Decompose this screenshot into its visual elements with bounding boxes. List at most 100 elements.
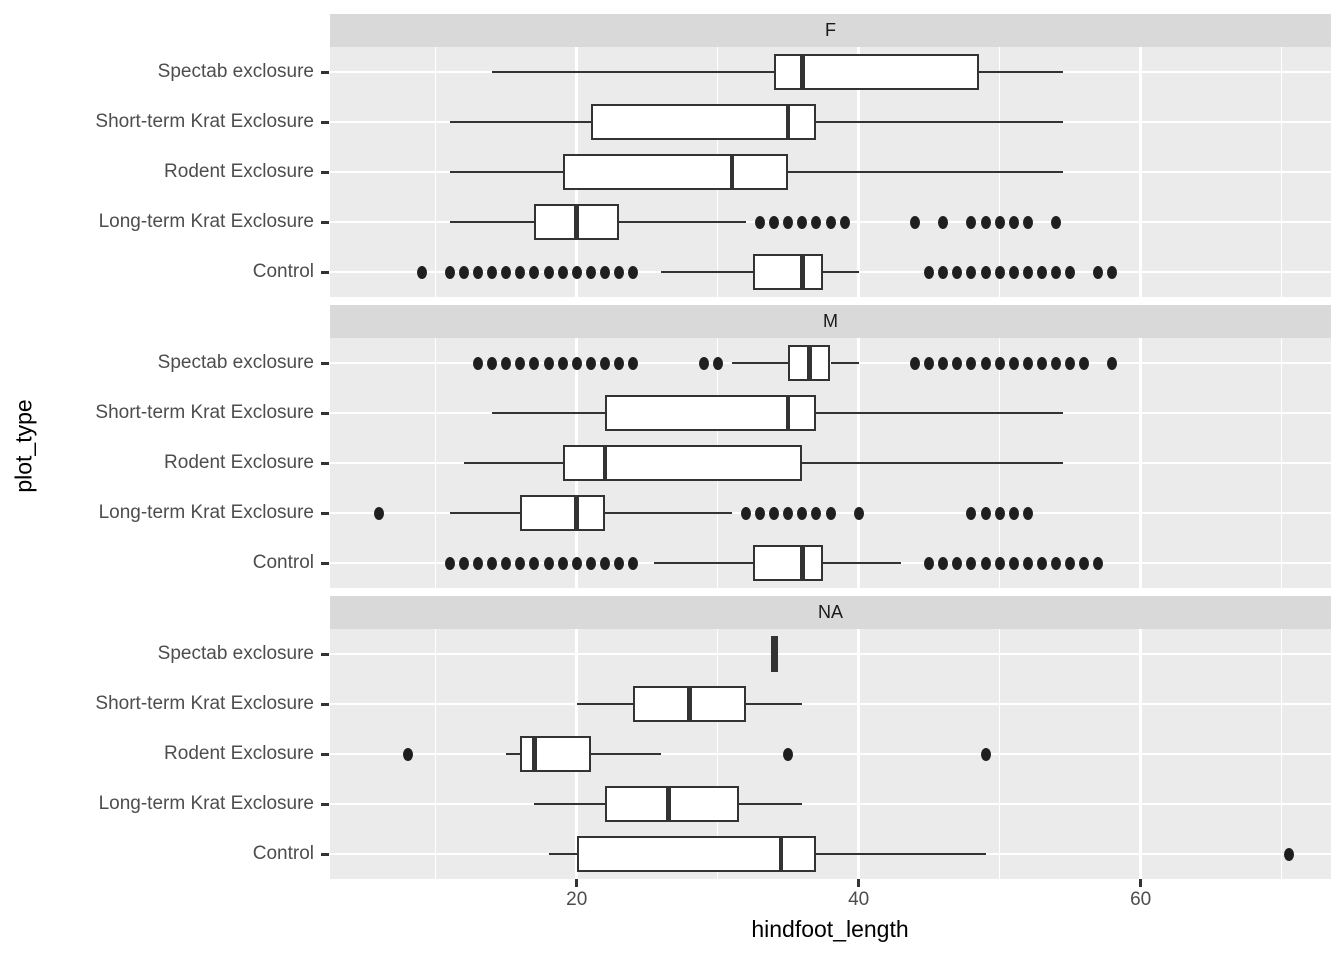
facet-panel [330,47,1331,297]
outlier-point [1051,215,1062,229]
outlier-point [811,506,822,520]
boxplot-median [574,495,579,531]
boxplot-whisker-upper [802,461,1064,465]
boxplot-whisker-lower [463,461,563,465]
outlier-point [966,215,977,229]
outlier-point [966,506,977,520]
outlier-point [797,506,808,520]
outlier-point [755,215,765,229]
outlier-point [1065,265,1076,279]
outlier-point [1079,356,1090,370]
boxplot-whisker-lower [534,802,605,806]
outlier-point [1008,506,1019,520]
y-major-gridline [330,652,1331,656]
outlier-point [1051,556,1062,570]
outlier-point [938,356,949,370]
facet-strip-label: F [825,20,836,40]
outlier-point [1283,847,1294,861]
x-axis-tick-label: 40 [848,889,870,910]
boxplot-whisker-upper [590,752,662,756]
outlier-point [515,356,526,370]
boxplot-median [666,786,671,822]
outlier-point [755,506,765,520]
outlier-point [1107,356,1118,370]
outlier-point [402,747,413,761]
outlier-point [1022,356,1033,370]
outlier-point [1036,356,1047,370]
outlier-point [487,356,498,370]
y-category-label: Control [252,552,314,573]
outlier-point [839,215,850,229]
boxplot-whisker-upper [978,70,1064,74]
outlier-point [543,356,554,370]
outlier-point [966,265,977,279]
outlier-point [994,356,1005,370]
boxplot-whisker-lower [449,220,535,224]
y-axis-tick [321,120,329,124]
outlier-point [585,265,596,279]
boxplot-whisker-lower [506,752,521,756]
boxplot-whisker-upper [816,120,1064,124]
boxplot-whisker-lower [661,270,753,274]
boxplot-whisker-lower [731,361,789,365]
outlier-point [614,265,625,279]
facet-strip: M [330,305,1331,338]
outlier-point [458,556,469,570]
outlier-point [980,265,991,279]
outlier-point [571,556,582,570]
outlier-point [543,556,554,570]
outlier-point [1022,506,1033,520]
outlier-point [1008,356,1019,370]
outlier-point [1022,215,1033,229]
boxplot-box [752,254,824,290]
outlier-point [374,506,385,520]
y-category-label: Short-term Krat Exclosure [95,693,314,714]
outlier-point [783,747,794,761]
outlier-point [952,556,963,570]
outlier-point [501,265,512,279]
outlier-point [1008,556,1019,570]
outlier-point [1051,356,1062,370]
boxplot-median [807,345,812,381]
outlier-point [599,556,610,570]
outlier-point [416,265,427,279]
outlier-point [924,556,935,570]
y-axis-tick [321,461,329,465]
boxplot-whisker-lower [449,511,521,515]
outlier-point [557,556,568,570]
outlier-point [557,356,568,370]
outlier-point [783,506,794,520]
outlier-point [557,265,568,279]
boxplot-median [800,54,805,90]
outlier-point [938,556,949,570]
outlier-point [529,556,540,570]
y-axis-tick [321,702,329,706]
x-axis-tick [1139,879,1143,887]
boxplot-whisker-upper [823,270,859,274]
y-category-label: Short-term Krat Exclosure [95,111,314,132]
y-major-gridline [330,702,1331,706]
outlier-point [980,506,991,520]
y-category-label: Spectab exclosure [157,352,314,373]
outlier-point [980,747,991,761]
y-axis-tick [321,511,329,515]
outlier-point [473,265,484,279]
facet-strip-label: M [823,311,838,331]
outlier-point [910,215,921,229]
outlier-point [783,215,794,229]
boxplot-whisker-lower [492,70,775,74]
boxplot-median [729,154,735,190]
y-category-label: Rodent Exclosure [164,743,314,764]
y-major-gridline [330,802,1331,806]
outlier-point [769,215,780,229]
boxplot-box [576,836,817,872]
y-axis-tick [321,802,329,806]
y-category-label: Long-term Krat Exclosure [98,502,314,523]
outlier-point [599,265,610,279]
outlier-point [529,356,540,370]
x-axis-title: hindfoot_length [751,916,909,942]
outlier-point [1079,556,1090,570]
boxplot-median [574,204,579,240]
outlier-point [1008,265,1019,279]
y-axis-tick [321,561,329,565]
